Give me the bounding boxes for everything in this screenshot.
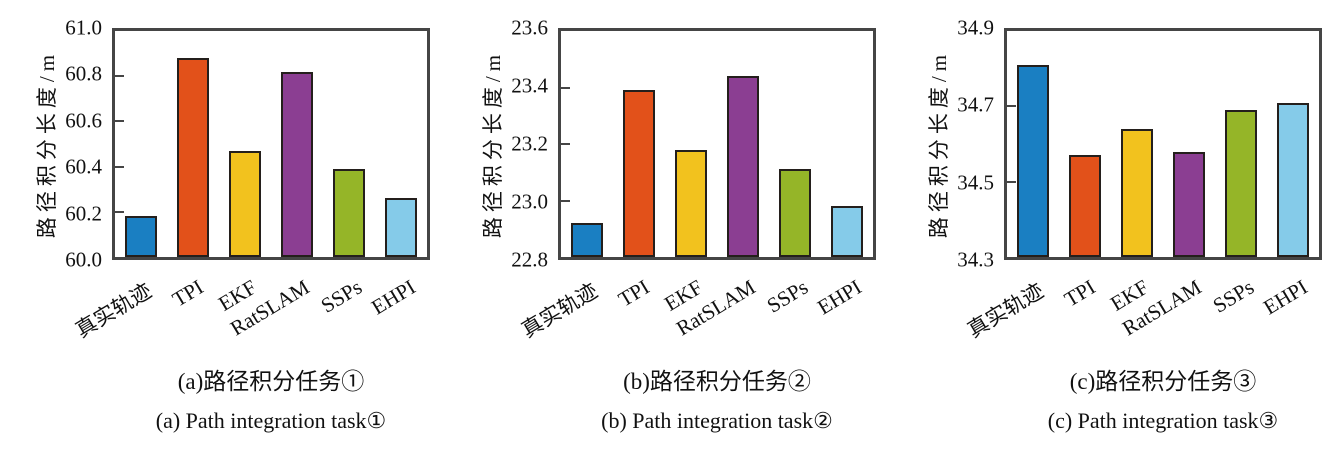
- caption-b-zh: (b)路径积分任务②: [623, 369, 811, 394]
- bar-ratslam: [1172, 151, 1206, 257]
- y-tick-label: 60.2: [65, 201, 102, 226]
- y-tick-label: 34.7: [957, 92, 994, 117]
- bar-ssps: [332, 168, 366, 257]
- bar-chart-c: 路径积分长度/m 34.3 34.5 34.7 34.9 真实轨迹 TPI EKF RatS…: [892, 0, 1338, 343]
- x-axis-tick-labels: 真实轨迹 TPI EKF RatSLAM SSPs EHPI: [963, 263, 1322, 343]
- bar-tpi: [622, 90, 656, 257]
- y-tick-label: 61.0: [65, 15, 102, 40]
- bar-ground-truth: [570, 223, 604, 257]
- y-tick-label: 23.0: [511, 189, 548, 214]
- y-tick-mark: [115, 120, 124, 123]
- bar-ground-truth: [1016, 64, 1050, 257]
- y-axis-tick-labels: 34.3 34.5 34.7 34.9: [892, 17, 994, 270]
- x-tick-label: EHPI: [813, 274, 866, 320]
- x-tick-label: 真实轨迹: [962, 278, 1048, 343]
- bar-ehpi: [1276, 102, 1310, 257]
- x-tick-label: SSPs: [317, 274, 367, 318]
- chart-panel-c: 路径积分长度/m 34.3 34.5 34.7 34.9 真实轨迹 TPI EKF RatS…: [892, 0, 1338, 434]
- x-tick-label: 真实轨迹: [70, 278, 156, 343]
- bar-ekf: [1120, 128, 1154, 257]
- x-tick-label: EHPI: [1259, 274, 1312, 320]
- caption-a-zh: (a)路径积分任务①: [177, 369, 365, 394]
- chart-panel-a: 路径积分长度/m 60.0 60.2 60.4 60.6 60.8 61.0 真实轨迹 TP…: [0, 0, 446, 434]
- bar-ssps: [778, 169, 812, 257]
- bar-ekf: [228, 150, 262, 257]
- bar-chart-a: 路径积分长度/m 60.0 60.2 60.4 60.6 60.8 61.0 真实轨迹 TP…: [0, 0, 446, 343]
- plot-area: [558, 28, 876, 260]
- caption-c-zh: (c)路径积分任务③: [1069, 369, 1257, 394]
- x-axis-tick-labels: 真实轨迹 TPI EKF RatSLAM SSPs EHPI: [71, 263, 430, 343]
- y-tick-label: 23.6: [511, 15, 548, 40]
- y-tick-mark: [115, 165, 124, 168]
- plot-area: [1004, 28, 1322, 260]
- plot-area: [112, 28, 430, 260]
- x-tick-label: TPI: [168, 274, 208, 312]
- bar-tpi: [176, 58, 210, 257]
- bar-ehpi: [830, 206, 864, 257]
- y-tick-mark: [1007, 105, 1016, 108]
- y-tick-label: 34.5: [957, 170, 994, 195]
- caption-c: (c)路径积分任务③ (c) Path integration task③: [1004, 368, 1322, 434]
- y-tick-label: 60.6: [65, 108, 102, 133]
- bar-ekf: [674, 149, 708, 257]
- y-tick-label: 23.2: [511, 131, 548, 156]
- bar-ratslam: [280, 71, 314, 257]
- x-tick-label: TPI: [1060, 274, 1100, 312]
- bar-ground-truth: [124, 216, 158, 257]
- y-tick-mark: [115, 210, 124, 213]
- y-tick-label: 60.4: [65, 154, 102, 179]
- x-axis-tick-labels: 真实轨迹 TPI EKF RatSLAM SSPs EHPI: [517, 263, 876, 343]
- charts-row: 路径积分长度/m 60.0 60.2 60.4 60.6 60.8 61.0 真实轨迹 TP…: [0, 0, 1338, 434]
- x-tick-label: EHPI: [367, 274, 420, 320]
- y-tick-label: 23.4: [511, 73, 548, 98]
- y-tick-mark: [561, 86, 570, 89]
- caption-b-en: (b) Path integration task②: [601, 407, 833, 433]
- x-tick-label: 真实轨迹: [516, 278, 602, 343]
- bar-ehpi: [384, 198, 418, 257]
- bar-ratslam: [726, 76, 760, 257]
- chart-panel-b: 路径积分长度/m 22.8 23.0 23.2 23.4 23.6 真实轨迹 TPI EKF…: [446, 0, 892, 434]
- y-tick-label: 22.8: [511, 247, 548, 272]
- y-tick-mark: [115, 75, 124, 78]
- x-tick-label: TPI: [614, 274, 654, 312]
- caption-a-en: (a) Path integration task①: [155, 407, 387, 433]
- bar-chart-b: 路径积分长度/m 22.8 23.0 23.2 23.4 23.6 真实轨迹 TPI EKF…: [446, 0, 892, 343]
- caption-c-en: (c) Path integration task③: [1047, 407, 1279, 433]
- x-tick-label: SSPs: [763, 274, 813, 318]
- y-axis-tick-labels: 60.0 60.2 60.4 60.6 60.8 61.0: [0, 17, 102, 270]
- y-tick-label: 60.8: [65, 61, 102, 86]
- y-tick-mark: [1007, 180, 1016, 183]
- caption-a: (a)路径积分任务① (a) Path integration task①: [112, 368, 430, 434]
- y-tick-mark: [561, 143, 570, 145]
- y-tick-label: 34.9: [957, 15, 994, 40]
- caption-b: (b)路径积分任务② (b) Path integration task②: [558, 368, 876, 434]
- y-tick-label: 34.3: [957, 247, 994, 272]
- y-tick-label: 60.0: [65, 247, 102, 272]
- y-tick-mark: [561, 199, 570, 202]
- x-tick-label: SSPs: [1209, 274, 1259, 318]
- bar-tpi: [1068, 155, 1102, 257]
- y-axis-tick-labels: 22.8 23.0 23.2 23.4 23.6: [446, 17, 548, 270]
- bar-ssps: [1224, 110, 1258, 257]
